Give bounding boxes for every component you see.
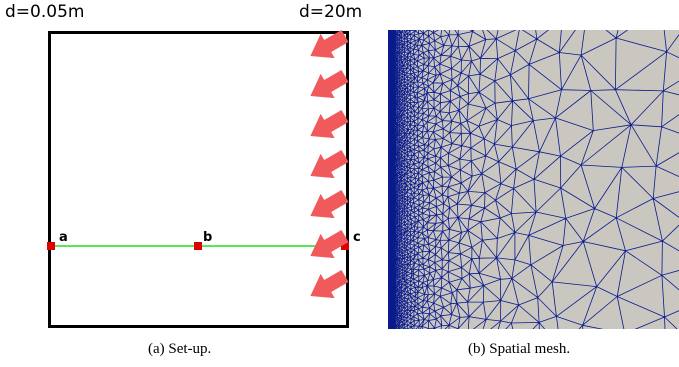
arrow-1 (310, 29, 349, 59)
arrow-3 (310, 109, 349, 139)
setup-diagram: a b c (47, 29, 361, 328)
mesh-caption: (b) Spatial mesh. (468, 341, 571, 357)
point-b-label: b (203, 230, 212, 245)
point-b-marker (194, 242, 202, 250)
point-a-label: a (59, 230, 68, 245)
arrow-2 (310, 69, 349, 99)
point-a-marker (47, 242, 55, 250)
left-distance-label: d=0.05m (5, 2, 85, 22)
spatial-mesh (388, 30, 679, 329)
incident-arrows (310, 29, 349, 299)
setup-caption: (a) Set-up. (148, 341, 212, 357)
point-c-label: c (353, 230, 361, 245)
arrow-6 (310, 229, 349, 259)
arrow-7 (310, 269, 349, 299)
domain-boundary (48, 31, 349, 328)
right-distance-label: d=20m (299, 2, 363, 22)
mesh-dense-boundary-band (388, 30, 396, 329)
arrow-4 (310, 149, 349, 179)
arrow-5 (310, 189, 349, 219)
mesh-edges (388, 30, 679, 329)
point-c-marker (341, 242, 349, 250)
